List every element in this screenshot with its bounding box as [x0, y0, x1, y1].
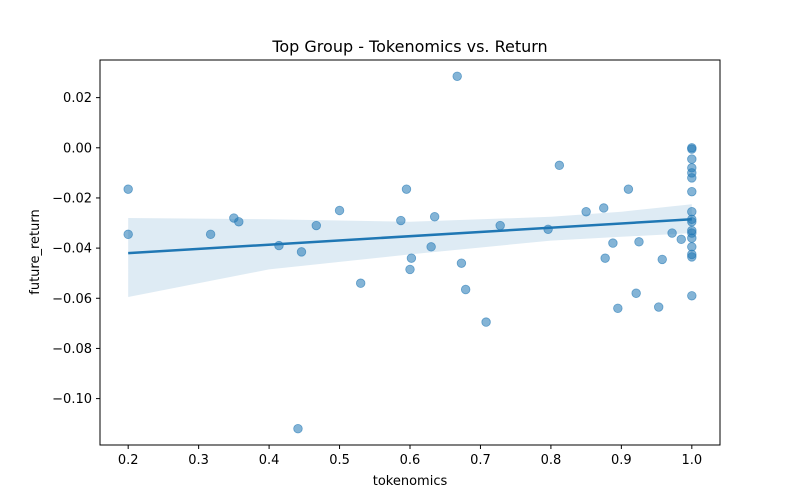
scatter-point	[123, 229, 133, 240]
scatter-point	[205, 229, 216, 240]
scatter-point	[429, 212, 440, 222]
scatter-point	[687, 173, 697, 183]
confidence-band	[128, 204, 692, 297]
x-tick-label: 1.0	[681, 453, 702, 468]
scatter-point	[634, 237, 644, 247]
y-tick-label: −0.06	[52, 292, 92, 307]
scatter-point	[687, 291, 697, 301]
y-tick-label: −0.10	[52, 392, 92, 407]
scatter-point	[460, 284, 471, 295]
scatter-point	[481, 317, 491, 327]
scatter-point	[667, 228, 677, 238]
x-tick-label: 0.4	[259, 453, 280, 468]
scatter-point	[676, 234, 686, 245]
scatter-point	[687, 154, 697, 164]
scatter-point	[581, 207, 591, 217]
scatter-point	[405, 264, 415, 275]
scatter-point	[543, 224, 553, 234]
confidence-band-layer	[128, 204, 692, 297]
x-tick-label: 0.3	[188, 453, 209, 468]
scatter-point	[608, 238, 618, 248]
regression-line	[128, 218, 692, 255]
scatter-point	[426, 242, 436, 252]
x-axis-title: tokenomics	[373, 474, 448, 489]
scatter-point	[687, 186, 697, 197]
scatter-point	[631, 288, 641, 298]
x-tick-label: 0.5	[329, 453, 350, 468]
axes-layer: 0.2 0.3 0.4 0.5 0.6 0.7 0.8 0.9 1.0 0.02 0.00 −0.02…	[52, 59, 721, 468]
x-tick-label: 0.2	[118, 453, 139, 468]
x-tick-label: 0.8	[541, 453, 562, 468]
chart-title: Top Group - Tokenomics vs. Return	[271, 37, 547, 56]
x-tick-label: 0.7	[470, 453, 491, 468]
scatter-point	[311, 220, 321, 231]
scatter-point	[452, 71, 462, 82]
scatter-point	[406, 253, 417, 263]
scatter-point	[293, 423, 303, 434]
scatter-point	[687, 217, 697, 227]
regression-line-layer	[128, 218, 692, 255]
scatter-point	[495, 220, 505, 231]
scatter-point	[296, 247, 307, 257]
scatter-point	[334, 205, 345, 216]
y-axis-title: future_return	[28, 209, 43, 294]
x-tick-label: 0.6	[400, 453, 421, 468]
scatter-point	[274, 240, 284, 251]
scatter-point	[613, 303, 623, 314]
scatter-point	[123, 184, 133, 194]
y-tick-label: 0.02	[63, 91, 92, 106]
scatter-point	[599, 203, 609, 213]
y-tick-label: −0.04	[52, 242, 92, 257]
x-tick-label: 0.9	[611, 453, 632, 468]
scatter-point	[687, 233, 697, 243]
y-tick-label: 0.00	[63, 141, 92, 156]
scatter-point	[623, 184, 634, 194]
scatter-point	[401, 184, 412, 194]
scatter-point	[687, 144, 697, 154]
scatter-point	[456, 258, 467, 268]
scatter-point	[234, 217, 244, 227]
y-tick-label: −0.02	[52, 191, 92, 206]
y-tick-label: −0.08	[52, 342, 92, 357]
scatter-point	[554, 160, 565, 171]
scatter-point	[687, 252, 697, 262]
scatter-points-layer	[123, 71, 697, 434]
scatter-point	[396, 215, 406, 226]
scatter-point	[657, 254, 667, 265]
scatter-point	[355, 278, 366, 288]
scatter-point	[654, 302, 664, 312]
scatter-point	[600, 253, 610, 263]
